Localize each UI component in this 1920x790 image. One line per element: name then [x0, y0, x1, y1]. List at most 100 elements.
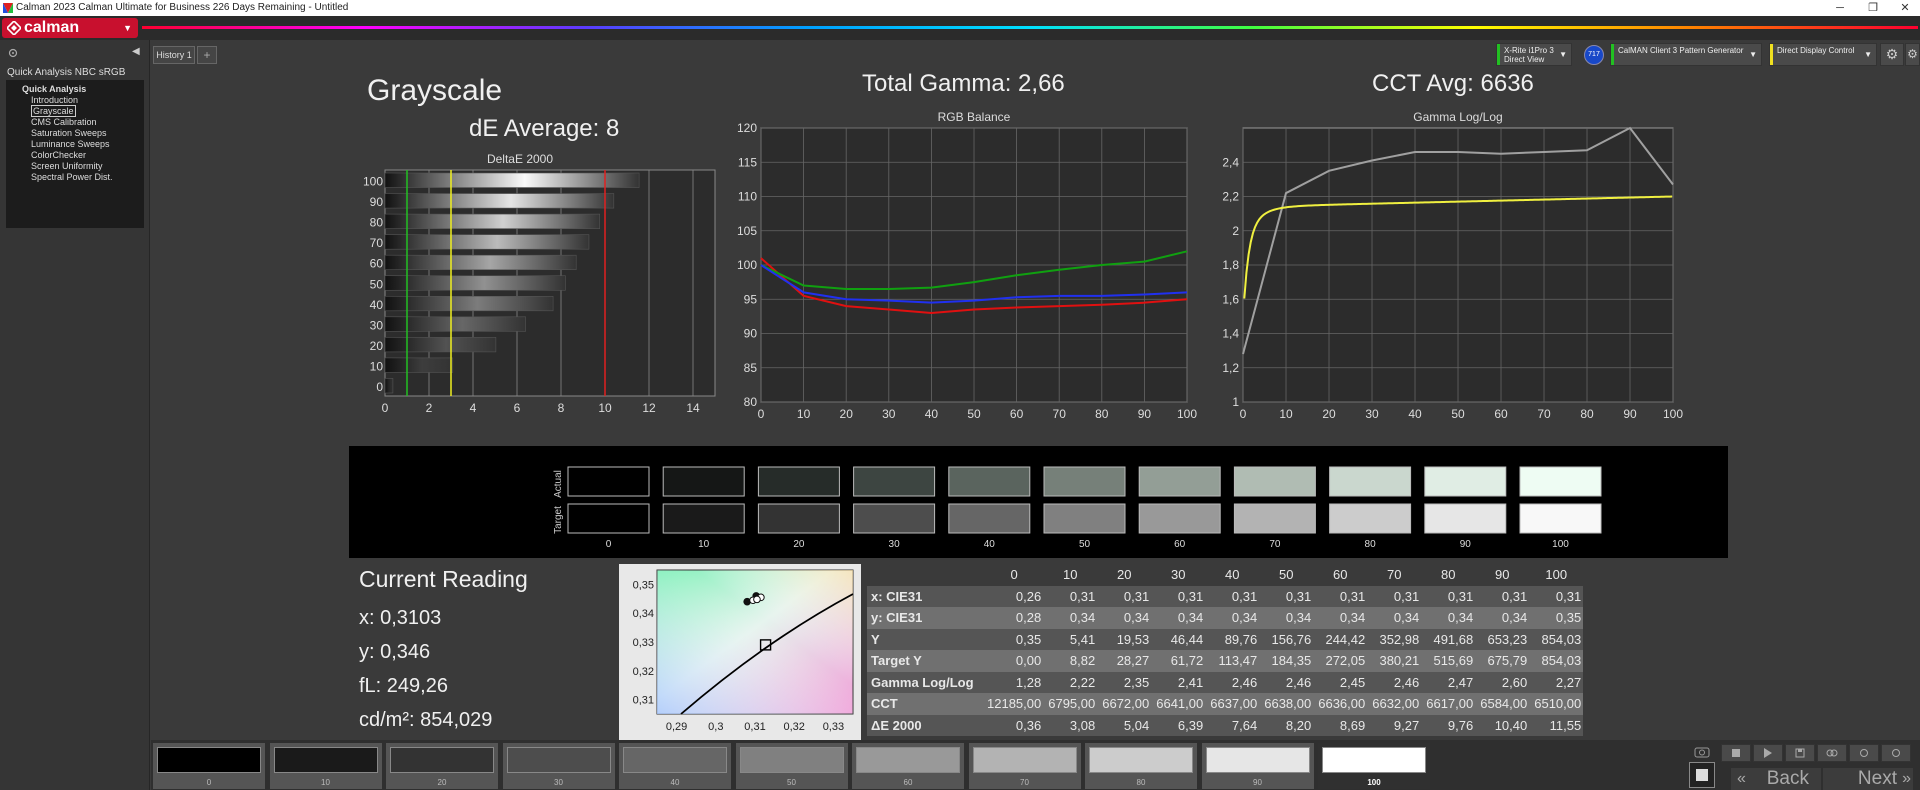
meter-badge[interactable]: 717: [1584, 45, 1604, 65]
back-label: Back: [1766, 768, 1809, 789]
calman-logo-button[interactable]: calman ▼: [2, 18, 138, 38]
table-cell: 0,26: [1015, 588, 1042, 604]
back-button[interactable]: « Back: [1731, 768, 1821, 790]
gamma-ytick-label: 1,8: [1222, 258, 1239, 272]
actual-swatch: [1233, 466, 1316, 497]
close-button[interactable]: ✕: [1900, 2, 1910, 14]
patch-tile[interactable]: 80: [1085, 743, 1197, 789]
table-cell: 854,03: [1541, 631, 1582, 647]
rgb-ytick-label: 90: [744, 327, 758, 341]
patch-tile[interactable]: 60: [852, 743, 964, 789]
gear-icon[interactable]: ⚙: [1905, 43, 1920, 66]
tree-item[interactable]: CMS Calibration: [6, 117, 144, 128]
tree-item[interactable]: Saturation Sweeps: [6, 128, 144, 139]
play-button[interactable]: [1753, 744, 1783, 762]
logo-text: calman: [24, 19, 80, 36]
deltae-bar: [384, 275, 566, 291]
gamma-xtick-label: 90: [1623, 407, 1637, 421]
patch-tile[interactable]: 90: [1201, 743, 1314, 789]
deltae-bar: [384, 234, 590, 250]
next-button[interactable]: Next »: [1823, 768, 1913, 790]
tree-item[interactable]: Luminance Sweeps: [6, 139, 144, 150]
table-row: ΔE 2000 0,36 3,08 5,04 6,39 7,64 8,20 8,69 9,27 9…: [867, 714, 1584, 736]
restore-button[interactable]: ❐: [1868, 2, 1878, 14]
refresh-icon: [1860, 749, 1868, 757]
patch-swatch: [273, 747, 378, 773]
swatch-level-label: 80: [1365, 539, 1377, 550]
save-button[interactable]: [1785, 744, 1815, 762]
patch-label: 0: [206, 778, 212, 787]
tab-history[interactable]: History 1: [153, 46, 195, 64]
sidebar-toolbar: ◀: [0, 46, 150, 60]
patch-swatch: [1322, 747, 1426, 773]
tree-item[interactable]: Screen Uniformity: [6, 161, 144, 172]
patch-tile[interactable]: 100: [1318, 743, 1430, 789]
table-cell: 5,41: [1069, 631, 1096, 647]
tree-item[interactable]: Grayscale: [6, 105, 144, 117]
table-cell: 0,34: [1069, 610, 1096, 626]
chevron-down-icon: ▼: [1749, 50, 1757, 59]
settings-dot-icon[interactable]: [8, 48, 18, 58]
target-swatch: [1138, 503, 1221, 534]
cie-xtick-label: 0,29: [666, 721, 687, 733]
sidebar-collapse-icon[interactable]: ◀: [132, 46, 140, 57]
swatch-level-label: 40: [984, 539, 996, 550]
table-cell: 0,31: [1285, 588, 1312, 604]
table-cell: 11,55: [1549, 717, 1582, 733]
deltae-xtick-label: 8: [558, 401, 565, 415]
minimize-button[interactable]: ─: [1836, 2, 1844, 14]
rgb-ytick-label: 110: [738, 190, 757, 204]
refresh-button[interactable]: [1849, 744, 1879, 762]
cie-ytick-label: 0,32: [633, 666, 654, 678]
link-button[interactable]: [1817, 744, 1847, 762]
actual-swatch: [1519, 466, 1602, 497]
add-tab-button[interactable]: +: [197, 46, 217, 64]
camera-icon[interactable]: [1693, 744, 1711, 758]
tree-item[interactable]: Introduction: [6, 95, 144, 106]
window-title: Calman 2023 Calman Ultimate for Business…: [16, 2, 349, 13]
table-cell: 1,28: [1015, 674, 1042, 690]
patch-tile[interactable]: 10: [269, 743, 382, 789]
stop-small-button[interactable]: [1721, 744, 1751, 762]
deltae-category-label: 30: [370, 318, 384, 332]
tree-item[interactable]: Spectral Power Dist.: [6, 172, 144, 183]
tree-item-label: Spectral Power Dist.: [31, 172, 113, 182]
display-control-selector[interactable]: Direct Display Control ▼: [1769, 43, 1877, 66]
patch-tile[interactable]: 30: [502, 743, 615, 789]
table-cell: 0,31: [1339, 588, 1366, 604]
tree-item[interactable]: Quick Analysis: [6, 84, 144, 95]
patch-label: 60: [903, 778, 913, 787]
pattern-generator-selector[interactable]: CalMAN Client 3 Pattern Generator ▼: [1610, 43, 1762, 66]
gamma-ytick-label: 1,4: [1222, 327, 1239, 341]
patch-label: 20: [437, 778, 447, 787]
meter-selector[interactable]: X-Rite i1Pro 3 Direct View ▼: [1496, 43, 1572, 66]
table-cell: 6795,00: [1048, 696, 1096, 712]
options-button[interactable]: [1881, 744, 1911, 762]
deltae-category-label: 20: [370, 339, 384, 353]
table-cell: 6636,00: [1318, 696, 1366, 712]
table-cell: 2,46: [1231, 674, 1258, 690]
gear-icon[interactable]: ⚙: [1880, 43, 1904, 66]
patch-swatch: [856, 747, 960, 773]
tree-item-label: Grayscale: [31, 105, 76, 117]
stop-button[interactable]: [1689, 762, 1715, 788]
tree-item[interactable]: ColorChecker: [6, 150, 144, 161]
gamma-xtick-label: 40: [1408, 407, 1422, 421]
table-cell: 0,31: [1177, 588, 1204, 604]
table-cell: 7,64: [1231, 717, 1258, 733]
cie-chromaticity-chart: 0,29 0,3 0,31 0,32 0,33 0,35 0,34 0,33 0,32 0,31: [619, 564, 861, 740]
planckian-locus: [680, 593, 854, 715]
patch-swatch: [739, 747, 844, 773]
patch-tile[interactable]: 20: [386, 743, 498, 789]
actual-swatch: [1043, 466, 1126, 497]
patch-tile[interactable]: 40: [619, 743, 731, 789]
deltae-category-label: 90: [370, 195, 384, 209]
deltae-category-label: 80: [370, 216, 384, 230]
patch-tile[interactable]: 70: [968, 743, 1081, 789]
patch-label: 50: [787, 778, 796, 787]
table-cell: 2,45: [1339, 674, 1366, 690]
target-swatch: [853, 503, 936, 534]
table-cell: 61,72: [1170, 653, 1204, 669]
patch-tile[interactable]: 50: [735, 743, 848, 789]
patch-tile[interactable]: 0: [153, 743, 265, 789]
